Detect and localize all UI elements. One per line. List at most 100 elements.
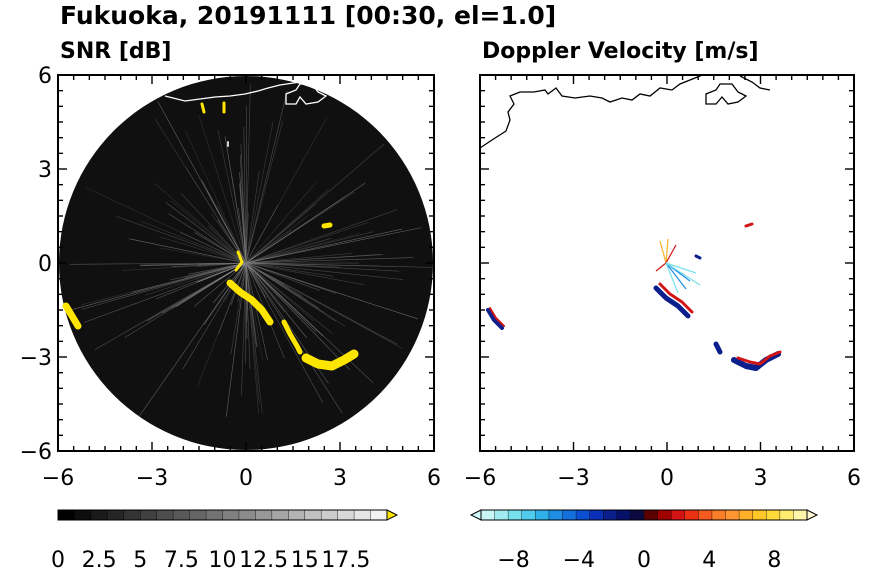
- snr-noise-ray: [198, 115, 247, 264]
- snr-noise-ray: [245, 262, 433, 268]
- snr-echo-band: [281, 319, 303, 355]
- snr-colorbar-swatch: [255, 510, 273, 520]
- snr-noise-ray: [194, 232, 247, 264]
- doppler-colorbar-swatch: [494, 510, 509, 520]
- doppler-colorbar-swatch: [671, 510, 686, 520]
- doppler-colorbar-swatch: [711, 510, 726, 520]
- snr-noise-ray: [245, 182, 366, 264]
- doppler-colorbar-label: −8: [497, 548, 529, 570]
- doppler-echo-band: [736, 350, 782, 366]
- snr-colorbar-swatch: [271, 510, 289, 520]
- snr-noise-ray: [182, 262, 247, 370]
- doppler-xtick-label: −3: [557, 466, 589, 491]
- snr-echo-band: [226, 279, 274, 326]
- snr-colorbar-label: 10: [209, 548, 237, 570]
- snr-colorbar-label: 7.5: [164, 548, 199, 570]
- doppler-colorbar-swatch: [548, 510, 563, 520]
- doppler-near-echo: [659, 240, 667, 264]
- doppler-colorbar-swatch: [698, 510, 713, 520]
- snr-colorbar-swatch: [90, 510, 108, 520]
- doppler-xtick-label: 3: [754, 466, 768, 491]
- doppler-colorbar-swatch: [521, 510, 536, 520]
- snr-noise-ray: [245, 262, 248, 340]
- snr-colorbar-label: 12.5: [239, 548, 288, 570]
- snr-noise-ray: [245, 262, 351, 371]
- figure-title: Fukuoka, 20191111 [00:30, el=1.0]: [60, 1, 556, 30]
- snr-noise-ray: [231, 176, 247, 264]
- snr-noise-ray: [245, 262, 400, 272]
- doppler-near-echo: [665, 238, 669, 264]
- snr-noise-ray: [245, 254, 385, 264]
- snr-colorbar: 0 2.5 5 7.5 10 12.5 15 17.5: [51, 509, 399, 570]
- snr-colorbar-swatch: [107, 510, 125, 520]
- snr-noise-ray: [245, 262, 317, 333]
- snr-colorbar-swatch: [288, 510, 306, 520]
- snr-colorbar-label: 15: [291, 548, 319, 570]
- snr-noise-ray: [217, 129, 247, 264]
- snr-noise-ray: [245, 262, 258, 348]
- snr-noise-ray: [245, 262, 324, 403]
- doppler-near-echo: [665, 262, 701, 286]
- doppler-coast-east: [739, 75, 771, 91]
- doppler-echo-band: [744, 222, 754, 228]
- doppler-colorbar-swatch: [684, 510, 699, 520]
- snr-noise-ray: [245, 253, 353, 264]
- snr-noise-ray: [170, 262, 247, 281]
- snr-coastline: [164, 75, 335, 102]
- doppler-xtick-label: 6: [847, 466, 861, 491]
- doppler-panel: Doppler Velocity [m/s] −6 −3 0 3 6 −8 −4 0 4 8: [464, 39, 861, 570]
- snr-noise-ray: [165, 202, 247, 264]
- doppler-echo-band: [731, 351, 781, 371]
- doppler-colorbar-swatch: [481, 510, 495, 520]
- snr-noise-ray: [225, 262, 247, 417]
- doppler-colorbar-swatch: [616, 510, 631, 520]
- snr-ytick-label: 6: [38, 64, 52, 89]
- doppler-colorbar-swatch: [535, 510, 550, 520]
- doppler-colorbar-swatch: [576, 510, 590, 520]
- snr-colorbar-label: 17.5: [321, 548, 370, 570]
- snr-noise-ray: [180, 192, 247, 264]
- doppler-echo-band: [489, 307, 505, 327]
- snr-noise-ray: [243, 126, 247, 264]
- snr-noise-ray: [184, 130, 247, 264]
- snr-noise-ray: [67, 262, 247, 312]
- doppler-axes: −6 −3 0 3 6: [464, 74, 861, 491]
- snr-noise-ray: [245, 262, 419, 320]
- snr-colorbar-swatch: [238, 510, 256, 520]
- snr-colorbar-swatch: [74, 510, 92, 520]
- snr-noise-ray: [245, 262, 285, 312]
- snr-noise-ray: [70, 262, 247, 265]
- snr-noise-ray: [139, 262, 247, 266]
- snr-noise-ray: [216, 204, 247, 264]
- snr-noise-ray: [245, 262, 404, 280]
- doppler-colorbar-swatch: [630, 510, 645, 520]
- snr-noise-ray: [139, 262, 247, 417]
- snr-noise-ray: [245, 213, 249, 264]
- snr-noise-ray: [245, 262, 289, 313]
- snr-noise-ray: [197, 262, 247, 387]
- doppler-colorbar-swatch: [752, 510, 767, 520]
- doppler-echo-band: [486, 308, 504, 330]
- snr-noise-ray: [245, 262, 334, 277]
- doppler-echo-band: [658, 282, 694, 314]
- doppler-colorbar-swatch: [739, 510, 753, 520]
- snr-noise-ray: [245, 121, 274, 264]
- doppler-echo-layer: [486, 222, 782, 371]
- doppler-colorbar-swatch: [793, 510, 808, 520]
- snr-echo-band: [234, 250, 244, 272]
- snr-noise-ray: [81, 262, 247, 310]
- doppler-near-echo: [665, 244, 677, 264]
- snr-echo-band: [62, 302, 82, 330]
- snr-colorbar-swatch: [321, 510, 338, 520]
- doppler-colorbar-swatch: [725, 510, 740, 520]
- snr-noise-ray: [245, 209, 398, 264]
- snr-noise-ray: [245, 203, 317, 264]
- snr-noise-ray: [201, 180, 247, 264]
- snr-noise-ray: [245, 171, 260, 264]
- doppler-colorbar-over: [806, 509, 819, 521]
- snr-ytick-label: 3: [38, 158, 52, 183]
- snr-noise-ray: [85, 187, 247, 264]
- snr-colorbar-swatch: [58, 510, 75, 520]
- snr-noise-ray: [81, 262, 247, 306]
- snr-noise-ray: [245, 84, 251, 264]
